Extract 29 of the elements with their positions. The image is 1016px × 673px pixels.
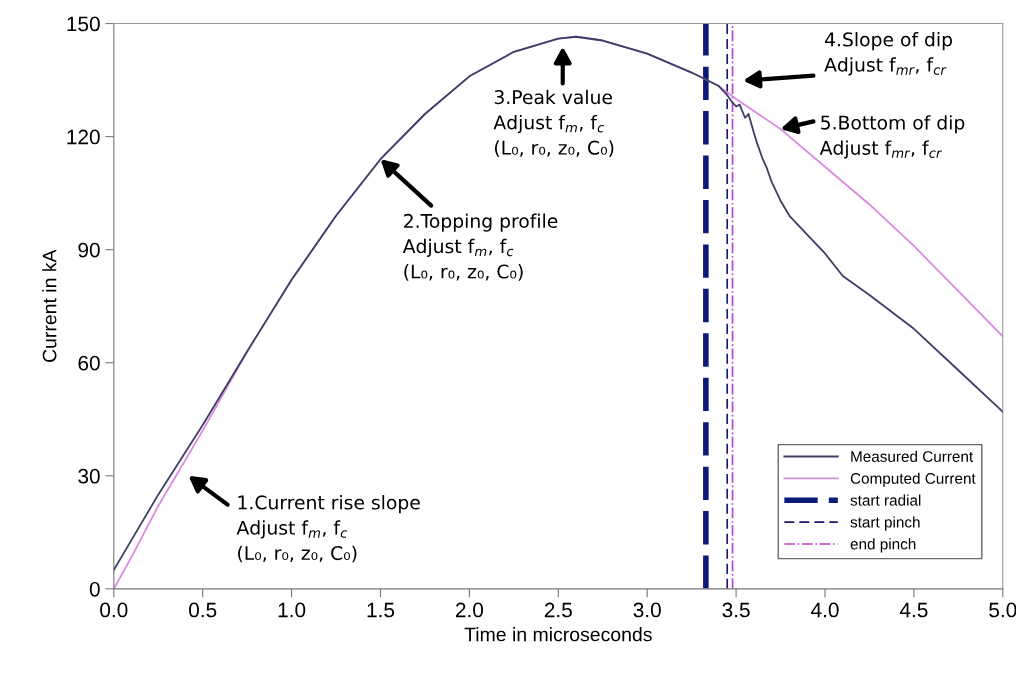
x-axis-title: Time in microseconds: [464, 627, 652, 642]
annotation: 1.Current rise slope Adjust f$_{m}$, f$_{c}$ (L₀, r₀, z₀, C₀): [236, 495, 420, 563]
x-tick-label: 4.5: [899, 602, 928, 618]
annotation: 5.Bottom of dip Adjust f$_{mr}$, f$_{cr}$: [819, 115, 965, 159]
legend-label: start radial: [850, 494, 921, 506]
annotation: 2.Topping profile Adjust f$_{m}$, f$_{c}$ (L₀, r₀, z₀, C₀): [402, 213, 558, 281]
y-tick-label: 30: [78, 468, 100, 484]
x-tick-label: 5.0: [989, 602, 1016, 618]
x-tick-label: 4.0: [810, 602, 839, 618]
y-tick-label: 90: [78, 242, 100, 258]
y-tick-label: 60: [78, 355, 100, 371]
legend-label: end pinch: [850, 538, 916, 553]
annotation: 3.Peak value Adjust f$_{m}$, f$_{c}$ (L₀, r₀, z₀, C₀): [493, 89, 614, 157]
y-axis-title: Current in kA: [42, 249, 57, 362]
x-tick-label: 0.5: [189, 602, 217, 618]
legend-label: start pinch: [850, 516, 920, 531]
x-tick-label: 2.0: [455, 602, 484, 618]
x-tick-label: 3.0: [633, 602, 661, 618]
x-tick-label: 3.5: [722, 602, 750, 618]
legend-label: Measured Current: [851, 450, 974, 462]
y-tick-label: 120: [67, 129, 100, 145]
y-tick-label: 0: [89, 581, 100, 597]
annotation: 4.Slope of dip Adjust f$_{mr}$, f$_{cr}$: [824, 32, 952, 76]
x-tick-label: 2.5: [544, 602, 572, 618]
x-tick-label: 0.0: [100, 602, 128, 618]
x-tick-label: 1.0: [278, 602, 306, 618]
legend-label: Computed Current: [850, 472, 976, 487]
x-tick-label: 1.5: [367, 602, 395, 618]
y-tick-label: 150: [67, 16, 100, 32]
